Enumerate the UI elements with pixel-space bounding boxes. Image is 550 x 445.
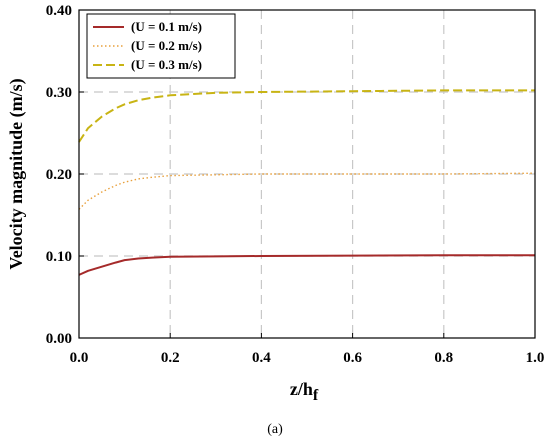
series-lines (78, 89, 536, 276)
x-tick-label: 1.0 (526, 350, 545, 366)
series-line-1 (78, 254, 535, 276)
x-tick-label: 0.8 (434, 350, 453, 366)
legend: (U = 0.1 m/s) (U = 0.2 m/s) (U = 0.3 m/s) (86, 13, 236, 79)
y-tick-label: 0.40 (46, 3, 72, 19)
x-tick-label: 0.6 (343, 350, 362, 366)
legend-box (86, 13, 236, 79)
x-axis-title-main: z/h (290, 379, 313, 399)
tick-labels: 0.0 0.2 0.4 0.6 0.8 1.0 0.00 0.10 0.20 0.30 0.40 (46, 3, 545, 366)
figure-caption: (a) (267, 422, 283, 437)
y-tick-label: 0.10 (46, 249, 72, 265)
series-line-2 (78, 172, 536, 210)
legend-label-1: (U = 0.1 m/s) (131, 19, 202, 34)
x-tick-label: 0.0 (70, 350, 89, 366)
x-axis-title-subscript: f (313, 387, 319, 404)
y-tick-label: 0.00 (46, 331, 72, 347)
x-tick-label: 0.2 (161, 350, 180, 366)
x-axis-title: z/hf (290, 379, 319, 404)
y-axis-title: Velocity magnitude (m/s) (6, 78, 27, 269)
y-tick-label: 0.30 (46, 85, 72, 101)
legend-label-2: (U = 0.2 m/s) (131, 38, 202, 53)
series-line-3 (78, 89, 535, 143)
x-tick-label: 0.4 (252, 350, 271, 366)
ticks (78, 9, 536, 339)
legend-label-3: (U = 0.3 m/s) (131, 57, 202, 72)
y-tick-label: 0.20 (46, 167, 72, 183)
